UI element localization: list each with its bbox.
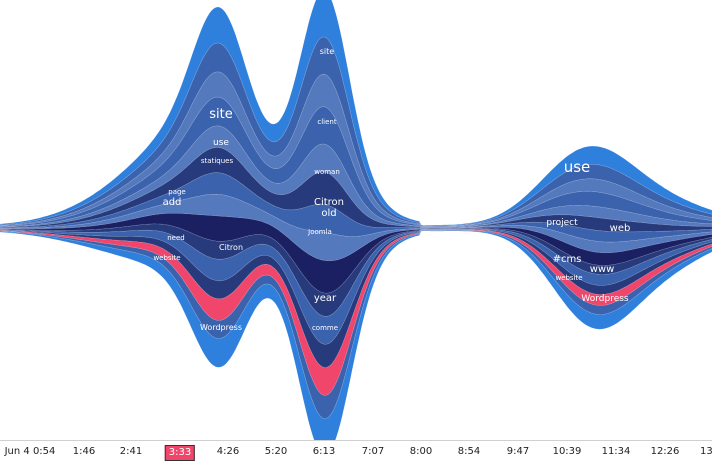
x-tick-label[interactable]: 10:39	[552, 446, 582, 457]
x-tick-label[interactable]: 7:07	[361, 446, 385, 457]
x-tick-label[interactable]: 3:33	[164, 445, 196, 461]
time-axis: Jun 4 0:54 1:46 2:41 3:33 4:26 5:20 6:13 7:07 8:…	[0, 440, 712, 465]
stream-layer[interactable]	[0, 230, 712, 441]
stream-layer[interactable]	[0, 96, 712, 228]
stream-layers	[0, 0, 712, 440]
x-tick-label[interactable]: Jun 4 0:54	[4, 446, 56, 457]
x-tick-label[interactable]: 6:13	[312, 446, 336, 457]
x-tick-label[interactable]: 8:54	[457, 446, 481, 457]
stream-layer[interactable]	[0, 194, 712, 262]
stream-layer[interactable]	[0, 125, 712, 228]
x-tick-label[interactable]: 4:26	[216, 446, 240, 457]
x-tick-label[interactable]: 11:34	[601, 446, 631, 457]
x-tick-label[interactable]: 1:46	[72, 446, 96, 457]
stream-layer[interactable]	[0, 71, 712, 227]
x-tick-label[interactable]: 2:41	[119, 446, 143, 457]
x-tick-label[interactable]: 8:00	[409, 446, 433, 457]
stream-layer[interactable]	[0, 147, 712, 233]
x-tick-label[interactable]: 5:20	[264, 446, 288, 457]
x-tick-label[interactable]: 9:47	[506, 446, 530, 457]
stream-layer[interactable]	[0, 172, 712, 243]
streamgraph: siteusestatiquespageaddneedwebsiteCitron…	[0, 0, 712, 440]
x-tick-label[interactable]: 13	[700, 446, 712, 457]
x-tick-label[interactable]: 12:26	[650, 446, 680, 457]
stream-layer[interactable]	[0, 36, 712, 227]
stream-layer[interactable]	[0, 0, 712, 227]
